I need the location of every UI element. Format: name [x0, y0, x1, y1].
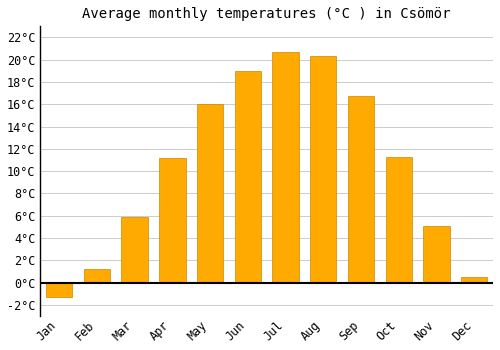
Bar — [386, 157, 412, 282]
Bar — [348, 97, 374, 282]
Bar — [272, 52, 299, 282]
Bar — [424, 226, 450, 282]
Bar — [461, 277, 487, 282]
Bar — [197, 104, 224, 282]
Bar — [122, 217, 148, 282]
Bar — [46, 282, 72, 297]
Bar — [159, 158, 186, 282]
Bar — [310, 56, 336, 282]
Title: Average monthly temperatures (°C ) in Csömör: Average monthly temperatures (°C ) in Cs… — [82, 7, 451, 21]
Bar — [84, 269, 110, 282]
Bar — [234, 71, 261, 282]
